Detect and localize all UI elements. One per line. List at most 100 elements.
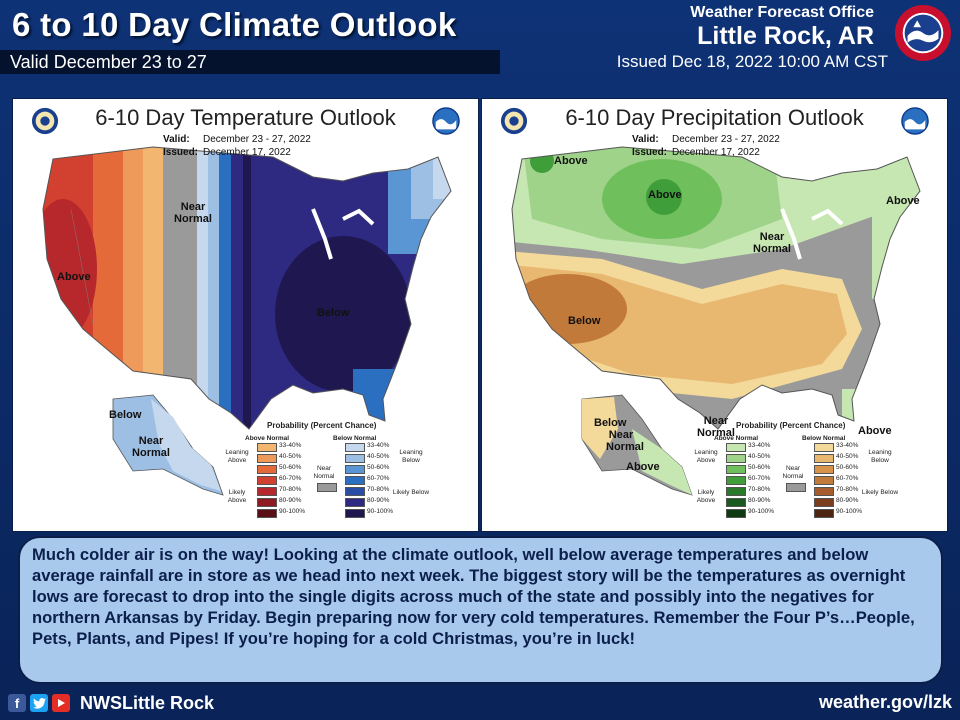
website-link[interactable]: weather.gov/lzk [818,692,952,712]
legend-range-label: 60-70% [279,475,302,482]
legend-header-above: Above Normal [245,435,290,442]
legend-range-label: 60-70% [748,475,771,482]
legend-swatch-above [726,454,746,463]
legend-swatch-below [814,476,834,485]
page-title: 6 to 10 Day Climate Outlook [12,6,457,43]
legend-leaning-below: Leaning Below [868,449,892,464]
map-label-near-normal: Near Normal [174,201,212,225]
legend-range-label: 70-80% [279,486,302,493]
legend-near-normal: Near Normal [313,465,335,480]
legend-swatch-above [726,443,746,452]
legend-swatch-below [814,443,834,452]
map-label-above-n: Above [648,189,682,201]
message-box: Much colder air is on the way! Looking a… [18,536,943,684]
noaa-logo-icon [901,107,929,135]
legend-range-label: 90-100% [279,508,306,515]
legend-swatch-above [726,487,746,496]
precipitation-legend: Probability (Percent Chance) Above Norma… [674,421,944,529]
map-label-below: Below [317,307,350,319]
legend-swatch-above [726,465,746,474]
legend-swatch-above [257,487,277,496]
legend-range-label: 80-90% [279,497,302,504]
map-label-above: Above [57,271,91,283]
legend-header-below: Below Normal [333,435,377,442]
social-links: f NWSLittle Rock [8,692,214,714]
legend-range-label: 90-100% [836,508,863,515]
legend-swatch-below [814,509,834,518]
legend-range-label: 50-60% [279,464,302,471]
precipitation-outlook-title: 6-10 Day Precipitation Outlook [565,105,864,130]
noaa-logo-icon [432,107,460,135]
temperature-map [42,146,452,496]
legend-header-above: Above Normal [714,435,759,442]
legend-range-label: 40-50% [836,453,859,460]
legend-near-normal: Near Normal [782,465,804,480]
legend-leaning-above: Leaning Above [225,449,249,464]
legend-range-label: 90-100% [748,508,775,515]
valid-bar [0,50,500,74]
legend-likely-below: Likely Below [392,489,430,496]
commerce-seal-icon [31,107,59,135]
map-label-near-normal-south: Near Normal [697,415,735,439]
near-normal-swatch [786,483,806,492]
legend-swatch-above [257,476,277,485]
precipitation-map [511,146,921,496]
legend-swatch-below [814,454,834,463]
near-normal-swatch [317,483,337,492]
legend-leaning-above: Leaning Above [694,449,718,464]
legend-range-label: 80-90% [836,497,859,504]
legend-swatch-above [257,465,277,474]
legend-leaning-below: Leaning Below [399,449,423,464]
office-label: Weather Forecast Office [690,4,874,21]
map-label-ak-below: Below [109,409,142,421]
issued-time: Issued Dec 18, 2022 10:00 AM CST [616,52,888,71]
legend-likely-below: Likely Below [861,489,899,496]
facebook-icon[interactable]: f [8,694,26,712]
legend-swatch-above [257,498,277,507]
legend-swatch-below [345,487,365,496]
legend-title: Probability (Percent Chance) [267,421,377,430]
legend-range-label: 70-80% [836,486,859,493]
youtube-icon[interactable] [52,694,70,712]
legend-swatch-below [345,454,365,463]
social-handle[interactable]: NWSLittle Rock [80,692,215,713]
legend-range-label: 50-60% [748,464,771,471]
map-label-ak-above: Above [626,461,660,473]
legend-range-label: 40-50% [279,453,302,460]
legend-range-label: 60-70% [367,475,390,482]
legend-range-label: 40-50% [748,453,771,460]
map-label-above-ne: Above [886,195,920,207]
map-label-ak-near: Near Normal [132,435,170,459]
legend-range-label: 33-40% [748,442,771,449]
temperature-outlook-title: 6-10 Day Temperature Outlook [95,105,396,130]
legend-swatch-above [726,498,746,507]
precipitation-outlook-dates: Valid: December 23 - 27, 2022 Issued: Dece… [632,134,780,158]
legend-likely-above: Likely Above [696,489,716,504]
map-label-ak-below: Below [594,417,627,429]
nws-logo-icon [894,4,952,62]
legend-range-label: 33-40% [367,442,390,449]
legend-swatch-above [257,443,277,452]
legend-swatch-below [814,465,834,474]
valid-dates: Valid December 23 to 27 [10,52,207,72]
legend-range-label: 80-90% [367,497,390,504]
legend-header-below: Below Normal [802,435,846,442]
legend-range-label: 50-60% [836,464,859,471]
temperature-legend: Probability (Percent Chance) Above Norma… [205,421,475,529]
message-text: Much colder air is on the way! Looking a… [32,545,915,648]
legend-swatch-above [257,509,277,518]
map-label-ak-near: Near Normal [606,429,644,453]
legend-swatch-below [345,498,365,507]
legend-title: Probability (Percent Chance) [736,421,846,430]
legend-swatch-below [814,498,834,507]
legend-range-label: 80-90% [748,497,771,504]
twitter-icon[interactable] [30,694,48,712]
legend-swatch-below [345,509,365,518]
legend-swatch-above [257,454,277,463]
legend-swatch-below [345,465,365,474]
legend-range-label: 50-60% [367,464,390,471]
office-city: Little Rock, AR [697,22,874,50]
precipitation-outlook-panel: 6-10 Day Precipitation Outlook Valid: Dec… [481,98,948,532]
legend-range-label: 70-80% [748,486,771,493]
legend-range-label: 70-80% [367,486,390,493]
